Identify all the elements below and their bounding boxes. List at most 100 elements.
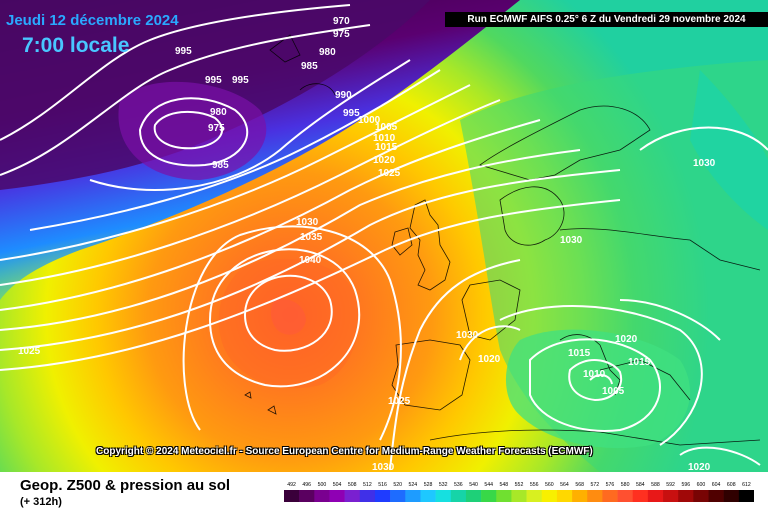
scale-tick-label: 548 [500,482,509,488]
scale-tick-label: 580 [621,482,630,488]
scale-tick-label: 608 [727,482,736,488]
isobar-label: 975 [333,29,350,40]
weather-map: 970 975 980 985 995 995 995 980 975 985 … [0,0,768,472]
scale-swatch [390,490,406,502]
scale-tick-label: 504 [333,482,342,488]
scale-tick-label: 532 [439,482,448,488]
coastlines [244,34,761,446]
legend-footer: Geop. Z500 & pression au sol (+ 312h) 49… [0,472,768,512]
forecast-date: Jeudi 12 décembre 2024 [6,12,179,29]
scale-tick-label: 592 [666,482,675,488]
isobar-label: 1010 [583,369,606,380]
scale-tick-label: 568 [575,482,584,488]
scale-tick-label: 540 [469,482,478,488]
scale-tick-label: 524 [409,482,418,488]
forecast-local-time: 7:00 locale [22,34,130,57]
scale-swatch [632,490,649,502]
scale-swatch [678,490,694,502]
isobar-label: 1025 [388,396,411,407]
scale-tick-label: 600 [697,482,706,488]
isobar-label: 1020 [478,354,501,365]
scale-swatch [587,490,603,502]
scale-tick-label: 508 [348,482,357,488]
scale-swatch [511,490,527,502]
scale-tick-label: 612 [742,482,751,488]
scale-swatch [617,490,634,502]
isobar-label: 990 [335,90,352,101]
isobar-label: 995 [205,75,222,86]
scale-swatch [465,490,482,502]
scale-tick-label: 492 [287,482,296,488]
scale-swatch [314,490,330,502]
east-cyan-field [690,70,768,230]
isobar-label: 1015 [628,357,651,368]
scale-tick-label: 560 [545,482,554,488]
isobar-label: 980 [210,107,227,118]
scale-swatch [284,490,300,502]
isobar-label: 1030 [372,462,395,472]
isobar-label: 1025 [378,168,401,179]
scale-tick-label: 536 [454,482,463,488]
scale-swatch [481,490,497,502]
isobar-label: 985 [212,160,229,171]
isobar-label: 975 [208,123,225,134]
scale-swatch [647,490,664,502]
scale-tick-label: 588 [651,482,660,488]
scale-tick-label: 584 [636,482,645,488]
isobar-label: 995 [175,46,192,57]
scale-tick-label: 544 [484,482,493,488]
scale-tick-label: 512 [363,482,372,488]
isobar-label: 1035 [300,232,323,243]
color-scale: 492 496 500 504 508 512 516 520 524 528 532 536 540 5… [284,482,754,502]
scale-swatch [299,490,315,502]
scale-swatch [556,490,573,502]
scale-tick-label: 516 [378,482,387,488]
isobar-label: 1020 [615,334,638,345]
scale-swatch [572,490,588,502]
isobar-label: 1020 [373,155,396,166]
isobar-label: 1025 [18,346,41,357]
isobar-label: 980 [319,47,336,58]
isobar-label: 1030 [456,330,479,341]
isobar-labels: 970 975 980 985 995 995 995 980 975 985 … [18,16,716,472]
isobar-label: 1020 [688,462,711,472]
scale-swatch [496,490,512,502]
isobar-label: 995 [232,75,249,86]
scale-swatch [541,490,558,502]
model-run-info: Run ECMWF AIFS 0.25° 6 Z du Vendredi 29 … [445,12,768,27]
scale-swatch [405,490,421,502]
scale-tick-label: 496 [302,482,311,488]
scale-tick-label: 552 [515,482,524,488]
scale-tick-label: 500 [318,482,327,488]
scale-tick-label: 556 [530,482,539,488]
copyright-notice: Copyright © 2024 Meteociel.fr - Source E… [96,446,593,457]
isobar-label: 1015 [568,348,591,359]
isobar-label: 1010 [373,133,396,144]
isobar-lines [0,4,768,471]
scale-swatch [450,490,467,502]
scale-swatch [738,490,754,502]
scale-swatch [708,490,724,502]
isobar-label: 1030 [560,235,583,246]
map-parameter-title: Geop. Z500 & pression au sol [20,477,231,494]
isobar-label: 1015 [375,142,398,153]
scale-swatch [663,490,679,502]
scale-tick-label: 572 [590,482,599,488]
isobar-label: 970 [333,16,350,27]
scale-swatch [420,490,436,502]
scale-tick-label: 576 [606,482,615,488]
scale-tick-label: 596 [681,482,690,488]
isobar-label: 985 [301,61,318,72]
isobar-label: 1040 [299,255,322,266]
scale-swatch [329,490,345,502]
scale-swatch [435,490,452,502]
scale-tick-label: 604 [712,482,721,488]
isobar-label: 995 [343,108,360,119]
scale-tick-label: 520 [393,482,402,488]
scale-swatch [693,490,709,502]
isobar-label: 1000 [358,115,381,126]
forecast-lead-time: (+ 312h) [20,496,62,508]
scale-tick-label: 528 [424,482,433,488]
central-high-core [270,299,306,335]
